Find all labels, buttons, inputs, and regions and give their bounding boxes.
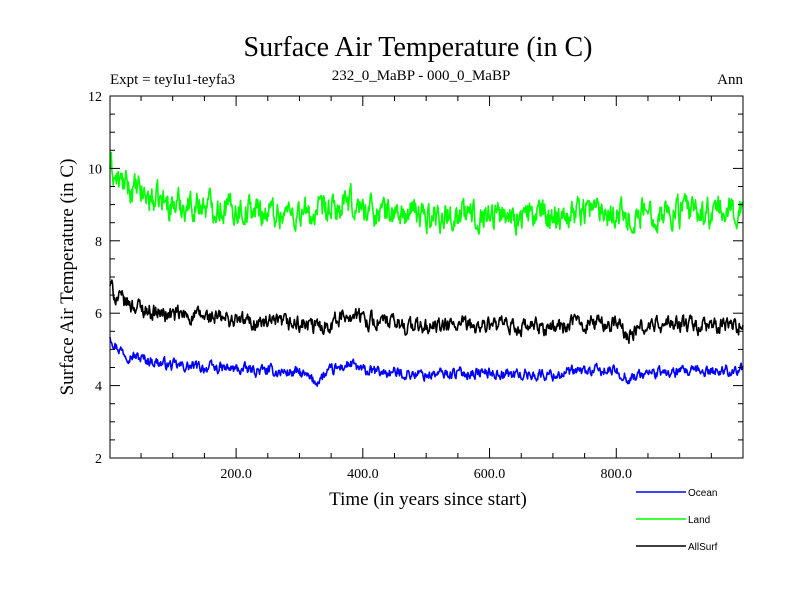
x-axis-label: Time (in years since start) <box>329 489 527 510</box>
series-line-allsurf <box>109 279 744 345</box>
y-axis-label: Surface Air Temperature (in C) <box>57 159 78 396</box>
x-tick-label: 400.0 <box>347 467 379 482</box>
y-tick-label: 10 <box>88 162 102 177</box>
plot-series <box>109 151 744 387</box>
legend-label-land: Land <box>688 515 710 526</box>
chart-subtitle-center: 232_0_MaBP - 000_0_MaBP <box>332 68 511 84</box>
x-tick-label: 200.0 <box>220 467 252 482</box>
chart-subtitle-right: Ann <box>717 72 743 88</box>
legend-label-allsurf: AllSurf <box>688 542 718 553</box>
x-tick-label: 800.0 <box>601 467 633 482</box>
y-tick-label: 4 <box>95 380 102 395</box>
axis-ticks: 2 4 6 8 10 12 200.0 400.0 600.0 800.0 <box>88 90 743 482</box>
legend: Ocean Land AllSurf <box>636 488 718 553</box>
y-tick-label: 2 <box>95 452 102 467</box>
chart-subtitle-left: Expt = teyIu1-teyfa3 <box>110 72 235 88</box>
plot-frame <box>109 95 744 459</box>
legend-label-ocean: Ocean <box>688 488 717 499</box>
y-tick-label: 12 <box>88 90 102 105</box>
series-line-ocean <box>109 336 744 387</box>
y-tick-label: 8 <box>95 235 102 250</box>
x-tick-label: 600.0 <box>474 467 506 482</box>
chart-title: Surface Air Temperature (in C) <box>244 32 593 63</box>
series-line-land <box>109 151 744 236</box>
y-tick-label: 6 <box>95 307 102 322</box>
